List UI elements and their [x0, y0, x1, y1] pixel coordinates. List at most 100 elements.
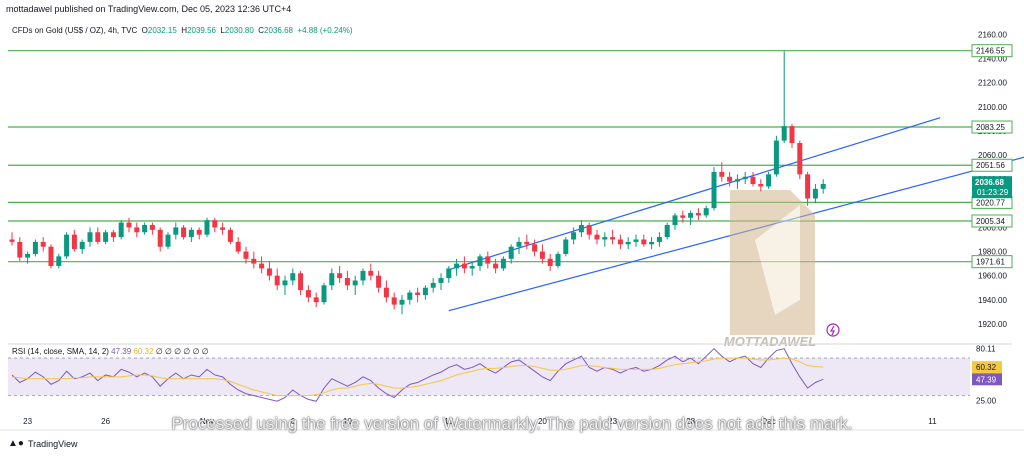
- level-tag-box: [971, 255, 1013, 269]
- symbol-legend: CFDs on Gold (US$ / OZ), 4h, TVC O2032.1…: [12, 26, 353, 35]
- candle-body: [383, 287, 389, 298]
- level-tag-label: 2051.56: [976, 161, 1005, 170]
- candle-body: [563, 239, 569, 254]
- candle-body: [352, 280, 358, 286]
- time-tick-label: 23: [23, 417, 32, 426]
- candle-body: [688, 212, 694, 218]
- candle-body: [407, 292, 413, 300]
- last-price-tag: [972, 176, 1012, 199]
- symbol-name: CFDs on Gold (US$ / OZ), 4h, TVC: [12, 26, 138, 35]
- candle-body: [181, 227, 187, 238]
- candle-body: [750, 176, 756, 185]
- candle-body: [134, 227, 140, 233]
- close-value: 2036.68: [264, 26, 293, 35]
- rsi-sma-tag: [972, 361, 1002, 374]
- rsi-label: RSI (14, close, SMA, 14, 2): [12, 347, 109, 356]
- candle-body: [126, 222, 132, 228]
- low-value: 2030.80: [224, 26, 254, 35]
- logo-text: MOTTADAWEL: [724, 334, 816, 349]
- candle-body: [95, 232, 101, 242]
- price-tick-label: 2000.00: [978, 223, 1007, 232]
- last-price-label: 2036.68: [975, 178, 1004, 187]
- price-tick-label: 1980.00: [978, 248, 1007, 257]
- candle-body: [266, 268, 272, 276]
- candle-body: [672, 215, 678, 226]
- candle-body: [711, 171, 717, 209]
- candle-body: [368, 270, 374, 276]
- high-label: H: [181, 26, 188, 35]
- candle-body: [532, 244, 538, 252]
- candle-body: [571, 232, 577, 240]
- level-tag-label: 2146.55: [976, 47, 1005, 56]
- level-tag-label: 2083.25: [976, 123, 1005, 132]
- candle-body: [64, 234, 70, 257]
- candle-body: [649, 241, 655, 245]
- mottadawel-logo: MOTTADAWEL: [724, 190, 816, 349]
- footer[interactable]: ▲● TradingView: [8, 438, 77, 449]
- candle-body: [188, 229, 194, 238]
- candle-body: [477, 256, 483, 267]
- price-tick-label: 2160.00: [978, 30, 1007, 39]
- candle-body: [142, 225, 148, 233]
- candle-body: [149, 225, 155, 230]
- time-tick-label: 11: [928, 417, 937, 426]
- candle-body: [781, 126, 787, 141]
- flash-icon-bolt: [829, 325, 835, 336]
- candle-body: [578, 225, 584, 233]
- price-tick-label: 2120.00: [978, 79, 1007, 88]
- candle-body: [610, 237, 616, 240]
- candle-body: [344, 278, 350, 286]
- candle-body: [789, 126, 795, 144]
- candle-body: [79, 241, 85, 250]
- candle-body: [56, 256, 62, 267]
- candle-body: [282, 280, 288, 286]
- rsi-tick-label: 80.11: [976, 345, 996, 354]
- rsi-line: [11, 347, 824, 402]
- candle-body: [797, 143, 803, 175]
- rsi-value-tag-label: 47.39: [976, 375, 997, 384]
- time-tick-label: 10: [343, 417, 352, 426]
- candle-body: [220, 227, 226, 230]
- candles: [9, 51, 826, 315]
- candle-body: [695, 212, 701, 216]
- candle-body: [48, 246, 54, 267]
- candle-body: [641, 239, 647, 245]
- level-tag-label: 2020.77: [976, 198, 1005, 207]
- candle-body: [212, 220, 218, 228]
- candle-body: [110, 232, 116, 238]
- candle-body: [547, 258, 553, 267]
- candle-body: [17, 241, 23, 258]
- candle-body: [329, 273, 335, 286]
- candle-body: [290, 273, 296, 281]
- rsi-legend: RSI (14, close, SMA, 14, 2) 47.39 60.32 …: [12, 347, 209, 356]
- time-tick-label: 26: [101, 417, 110, 426]
- level-tag-box: [971, 214, 1013, 228]
- candle-body: [633, 239, 639, 242]
- rsi-sma-tag-label: 60.32: [976, 363, 997, 372]
- price-tick-label: 1940.00: [978, 296, 1007, 305]
- close-label: C: [258, 26, 265, 35]
- candle-body: [508, 246, 514, 259]
- candle-body: [415, 292, 421, 295]
- candle-body: [602, 237, 608, 240]
- candle-body: [227, 229, 233, 242]
- candle-body: [539, 251, 545, 259]
- candle-body: [656, 237, 662, 242]
- candle-body: [493, 263, 499, 269]
- candle-body: [235, 241, 241, 252]
- time-tick-label: 23: [608, 417, 617, 426]
- candle-body: [298, 273, 304, 291]
- candle-body: [516, 241, 522, 247]
- rsi-tick-label: 25.00: [976, 396, 997, 405]
- candle-body: [157, 229, 163, 247]
- candle-body: [703, 208, 709, 216]
- candle-body: [376, 275, 382, 288]
- rsi-band: [8, 358, 970, 396]
- candle-body: [438, 278, 444, 283]
- candle-body: [594, 234, 600, 240]
- time-tick-label: 6: [291, 417, 296, 426]
- candle-body: [446, 268, 452, 279]
- candle-body: [274, 275, 280, 286]
- candle-body: [719, 171, 725, 177]
